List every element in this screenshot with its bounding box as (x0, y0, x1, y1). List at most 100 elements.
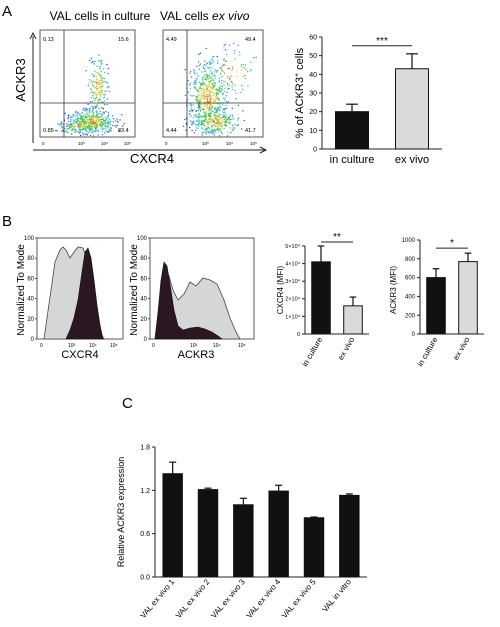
event-dot (223, 111, 225, 114)
event-dot (90, 122, 92, 125)
event-dot (81, 128, 83, 130)
event-dot (84, 125, 86, 128)
event-dot (207, 126, 209, 128)
event-dot (85, 121, 87, 123)
event-dot (202, 67, 205, 69)
bar (311, 261, 331, 335)
event-dot (228, 87, 230, 90)
event-dot (73, 131, 76, 133)
event-dot (221, 80, 223, 82)
event-dot (86, 133, 88, 135)
event-dot (219, 67, 221, 69)
event-dot (82, 134, 85, 136)
event-dot (91, 121, 93, 123)
event-dot (100, 125, 102, 127)
event-dot (100, 71, 103, 73)
event-dot (206, 95, 208, 98)
flow-right-title: VAL cells ex vivo (160, 9, 250, 23)
event-dot (217, 121, 219, 123)
event-dot (200, 83, 202, 85)
event-dot (218, 103, 220, 105)
bar (268, 490, 289, 578)
event-dot (77, 119, 80, 121)
event-dot (197, 127, 199, 129)
event-dot (102, 108, 105, 110)
event-dot (103, 94, 105, 96)
event-dot (68, 127, 70, 130)
event-dot (90, 57, 93, 60)
event-dot (96, 87, 99, 90)
event-dot (199, 85, 202, 87)
event-dot (211, 87, 213, 89)
event-dot (219, 124, 221, 127)
histogram-cxcr4-xlabel: CXCR4 (61, 349, 98, 361)
event-dot (71, 129, 73, 132)
event-dot (94, 117, 97, 119)
event-dot (198, 113, 200, 116)
event-dot (206, 105, 208, 107)
event-dot (189, 126, 191, 129)
event-dot (89, 107, 91, 110)
event-dot (247, 70, 249, 73)
event-dot (225, 107, 228, 109)
event-dot (207, 120, 209, 122)
event-dot (71, 116, 73, 118)
event-dot (119, 119, 121, 121)
histogram-cxcr4-xtick-0: 0 (40, 343, 43, 349)
event-dot (83, 128, 86, 130)
event-dot (223, 84, 225, 86)
event-dot (195, 98, 197, 101)
event-dot (198, 119, 200, 121)
event-dot (240, 84, 243, 87)
event-dot (189, 113, 191, 115)
event-dot (208, 83, 210, 86)
event-dot (213, 88, 216, 91)
event-dot (96, 82, 98, 84)
event-dot (197, 61, 200, 63)
event-dot (78, 126, 80, 128)
event-dot (221, 65, 223, 68)
event-dot (207, 124, 210, 126)
event-dot (84, 117, 87, 119)
event-dot (190, 104, 192, 107)
histogram-cxcr4-xtick-1: 10³ (68, 343, 76, 349)
event-dot (103, 100, 106, 102)
event-dot (80, 129, 82, 131)
event-dot (79, 131, 81, 133)
event-dot (225, 101, 228, 103)
event-dot (201, 119, 203, 122)
event-dot (226, 60, 229, 62)
event-dot (93, 123, 96, 126)
event-dot (79, 123, 82, 126)
event-dot (205, 133, 207, 135)
event-dot (98, 116, 100, 119)
event-dot (110, 123, 112, 126)
y-tick-label: 80 (27, 256, 34, 262)
event-dot (211, 76, 213, 78)
event-dot (213, 116, 216, 118)
event-dot (216, 97, 218, 99)
event-dot (227, 131, 229, 133)
event-dot (209, 121, 211, 123)
event-dot (81, 132, 84, 134)
event-dot (94, 130, 96, 133)
event-dot (212, 79, 215, 81)
event-dot (115, 126, 117, 128)
y-axis-label-sup: + (294, 73, 301, 77)
event-dot (208, 86, 210, 88)
event-dot (212, 73, 214, 75)
event-dot (98, 93, 100, 95)
event-dot (212, 106, 214, 108)
event-dot (104, 116, 106, 119)
event-dot (231, 115, 234, 117)
event-dot (232, 67, 234, 70)
event-dot (206, 76, 208, 79)
event-dot (200, 116, 203, 118)
event-dot (223, 127, 225, 130)
event-dot (234, 127, 236, 129)
event-dot (217, 97, 220, 100)
event-dot (204, 89, 206, 91)
event-dot (72, 119, 74, 121)
histogram-ackr3-xtick-3: 10⁵ (238, 343, 246, 349)
event-dot (215, 97, 217, 99)
